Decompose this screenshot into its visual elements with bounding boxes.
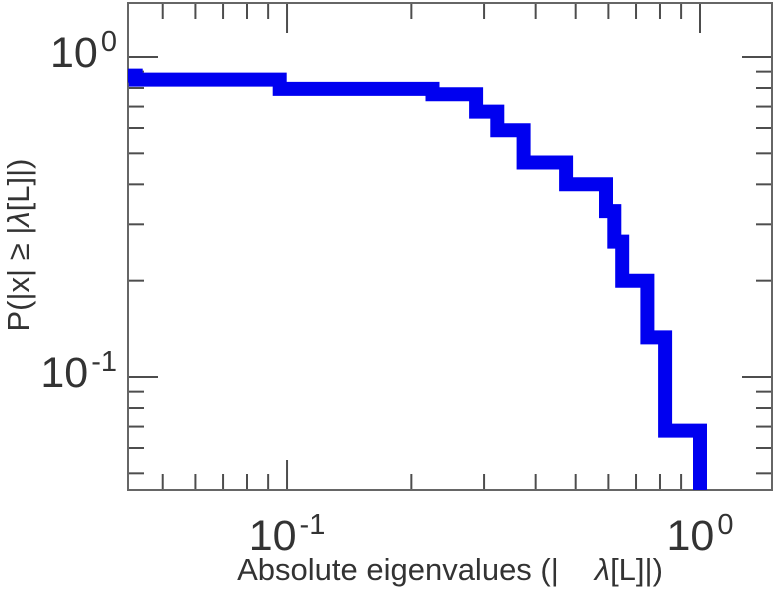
y-axis-label: P(|x| ≥ |λ[L]|): [1, 158, 37, 331]
y-tick-label: 10 -1: [40, 348, 117, 398]
x-tick-label: 10 0: [666, 511, 733, 560]
x-ticks: [161, 3, 701, 490]
x-axis-label-text: Absolute eigenvalues (|: [237, 552, 559, 587]
axes-frame: [127, 2, 773, 491]
x-axis-label: Absolute eigenvalues (| λ[L]|): [237, 552, 663, 588]
y-ticks: [128, 55, 772, 475]
x-tick-label: 10 -1: [248, 511, 326, 560]
lambda-symbol: λ: [1, 211, 36, 227]
lambda-symbol: λ: [594, 552, 611, 587]
tick-exponent: 0: [717, 509, 734, 541]
ccdf-step-line: [128, 68, 707, 490]
tick-exponent: -1: [91, 346, 117, 379]
tick-exponent: -1: [299, 509, 326, 541]
tick-base: 10: [248, 512, 297, 560]
y-tick-label: 10 0: [50, 28, 117, 78]
x-axis-label-suffix: [L]|): [610, 552, 663, 587]
tick-base: 10: [50, 29, 98, 78]
tick-base: 10: [40, 349, 89, 398]
tick-exponent: 0: [100, 26, 117, 59]
y-axis-label-suffix: [L]|): [1, 158, 36, 212]
tick-base: 10: [666, 512, 715, 560]
y-axis-label-text: P(|x| ≥ |: [1, 226, 36, 332]
